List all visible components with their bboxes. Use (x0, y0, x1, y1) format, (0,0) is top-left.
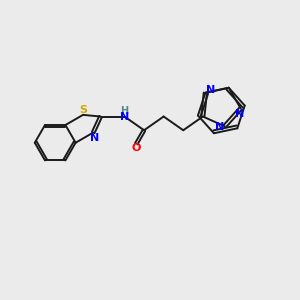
Text: N: N (120, 112, 129, 122)
Text: N: N (235, 109, 244, 119)
Text: N: N (90, 133, 99, 143)
Text: N: N (206, 85, 215, 95)
Text: N: N (215, 122, 225, 132)
Text: O: O (132, 142, 141, 152)
Text: S: S (79, 105, 87, 115)
Text: H: H (120, 106, 128, 116)
